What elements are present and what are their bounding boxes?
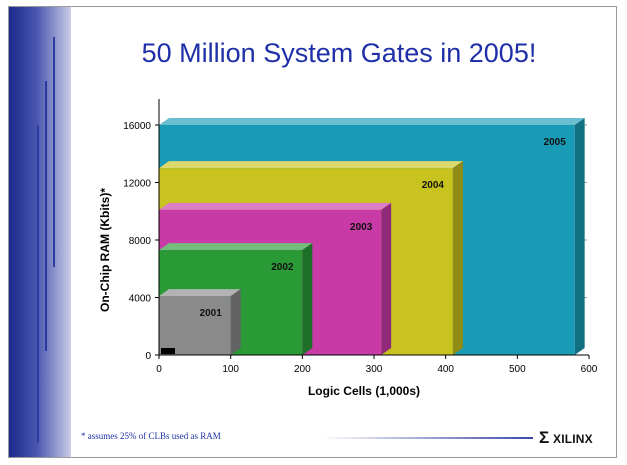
block-top-2005: [159, 118, 585, 125]
y-tick-label: 8000: [129, 236, 152, 247]
slide: 50 Million System Gates in 2005! 2005 200…: [8, 6, 617, 458]
block-side-2004: [452, 161, 463, 355]
slide-title: 50 Million System Gates in 2005!: [141, 38, 537, 68]
y-tick-label: 16000: [123, 121, 151, 132]
block-top-2001: [159, 289, 241, 297]
block-side-2005: [574, 118, 585, 355]
block-label-2001: 2001: [200, 308, 223, 319]
x-tick-label: 600: [581, 364, 598, 375]
x-tick-label: 300: [366, 364, 383, 375]
x-tick-label: 0: [156, 364, 162, 375]
x-axis-label: Logic Cells (1,000s): [308, 384, 420, 398]
block-label-2004: 2004: [422, 180, 445, 191]
logo-text: XILINX: [553, 432, 593, 446]
block-side-2001: [230, 289, 241, 355]
footnote: * assumes 25% of CLBs used as RAM: [81, 431, 221, 441]
y-tick-label: 12000: [123, 179, 151, 190]
y-tick-label: 0: [145, 351, 151, 362]
block-label-2002: 2002: [271, 262, 294, 273]
side-line: [45, 81, 47, 351]
block-top-2002: [159, 243, 313, 251]
x-tick-label: 500: [509, 364, 526, 375]
y-axis-label: On-Chip RAM (Kbits)*: [98, 188, 112, 312]
block-top-2004: [159, 161, 463, 169]
origin-marker: [161, 348, 175, 354]
sigma-icon: Σ: [539, 428, 550, 447]
block-label-2005: 2005: [544, 137, 567, 148]
y-tick-label: 4000: [129, 294, 152, 305]
block-label-2003: 2003: [350, 222, 373, 233]
side-line: [53, 37, 55, 267]
block-side-2002: [302, 243, 313, 355]
side-line: [37, 125, 39, 443]
x-tick-label: 400: [437, 364, 454, 375]
x-tick-label: 200: [294, 364, 311, 375]
side-band: [9, 7, 71, 457]
block-top-2003: [159, 202, 392, 210]
x-tick-label: 100: [222, 364, 239, 375]
chart: 2005 2004 2003 2002 2001 0 100 200 300 400 500 600 0…: [98, 99, 598, 398]
footer-line: [321, 437, 533, 439]
block-2001: [159, 296, 231, 355]
block-side-2003: [381, 202, 392, 355]
